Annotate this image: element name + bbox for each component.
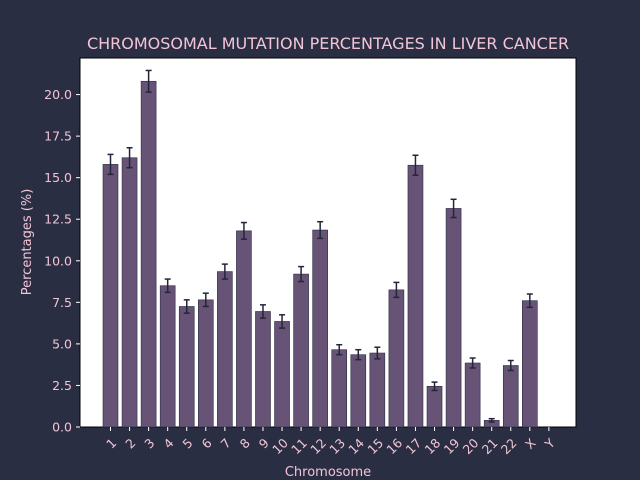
bar-chromosome-14	[350, 354, 367, 428]
x-tick-label: Y	[541, 435, 558, 452]
y-tick-label: 10.0	[44, 253, 72, 268]
x-tick-label: 8	[237, 435, 253, 451]
y-tick-label: 12.5	[44, 212, 72, 227]
x-tick-label: 5	[179, 435, 195, 451]
bar-chromosome-X	[522, 300, 538, 428]
x-tick-label: 9	[256, 435, 272, 451]
x-tick-label: 1	[103, 435, 119, 451]
y-axis-label: Percentages (%)	[20, 189, 35, 296]
bar-chromosome-20	[464, 362, 481, 428]
x-tick-label: X	[522, 435, 539, 452]
bar-chromosome-10	[274, 321, 290, 428]
x-tick-label: 3	[141, 435, 157, 451]
bar-chromosome-19	[445, 208, 462, 428]
bar-chromosome-4	[159, 285, 176, 428]
error-bars-group	[107, 69, 533, 423]
bar-chromosome-9	[255, 311, 271, 428]
x-axis-label: Chromosome	[285, 465, 371, 480]
x-tick-label: 7	[218, 435, 234, 451]
bar-chromosome-12	[312, 229, 328, 428]
bar-chromosome-16	[388, 289, 405, 428]
y-tick-label: 7.5	[52, 295, 72, 310]
chart-title: CHROMOSOMAL MUTATION PERCENTAGES IN LIVE…	[87, 34, 569, 53]
bar-chromosome-17	[407, 164, 424, 428]
bar-chromosome-13	[331, 349, 348, 428]
y-tick-label: 5.0	[52, 336, 72, 351]
bar-chromosome-5	[178, 306, 195, 428]
y-tick-label: 2.5	[52, 378, 72, 393]
bar-chromosome-22	[502, 365, 519, 428]
x-tick-label: 6	[198, 435, 214, 451]
bar-chromosome-3	[140, 80, 157, 428]
y-tick-label: 20.0	[44, 87, 72, 102]
bar-chromosome-11	[293, 273, 309, 428]
x-tick-label: 4	[160, 435, 176, 451]
y-tick-label: 0.0	[52, 420, 72, 435]
y-axis: 0.0 2.5 5.0 7.5 10.0 12.5 15.0 17.5 20.0	[44, 87, 80, 435]
bar-chromosome-6	[198, 299, 214, 428]
bar-chromosome-15	[369, 352, 386, 428]
bar-chromosome-1	[102, 164, 119, 428]
bar-chromosome-18	[426, 385, 443, 428]
bar-chromosome-8	[236, 230, 252, 428]
bars-group	[102, 80, 538, 428]
x-tick-label: 22	[498, 435, 520, 457]
y-tick-label: 17.5	[44, 129, 72, 144]
y-tick-label: 15.0	[44, 170, 72, 185]
bar-chromosome-2	[121, 157, 138, 428]
bar-chromosome-7	[217, 271, 233, 428]
x-tick-label: 2	[122, 435, 138, 451]
